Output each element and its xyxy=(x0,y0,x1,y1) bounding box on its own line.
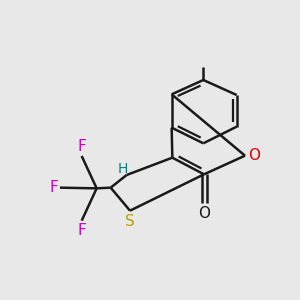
Text: H: H xyxy=(118,162,128,176)
Text: S: S xyxy=(125,214,135,229)
Text: O: O xyxy=(198,206,210,221)
Text: F: F xyxy=(77,223,86,238)
Text: F: F xyxy=(49,180,58,195)
Text: F: F xyxy=(77,139,86,154)
Text: O: O xyxy=(248,148,260,163)
